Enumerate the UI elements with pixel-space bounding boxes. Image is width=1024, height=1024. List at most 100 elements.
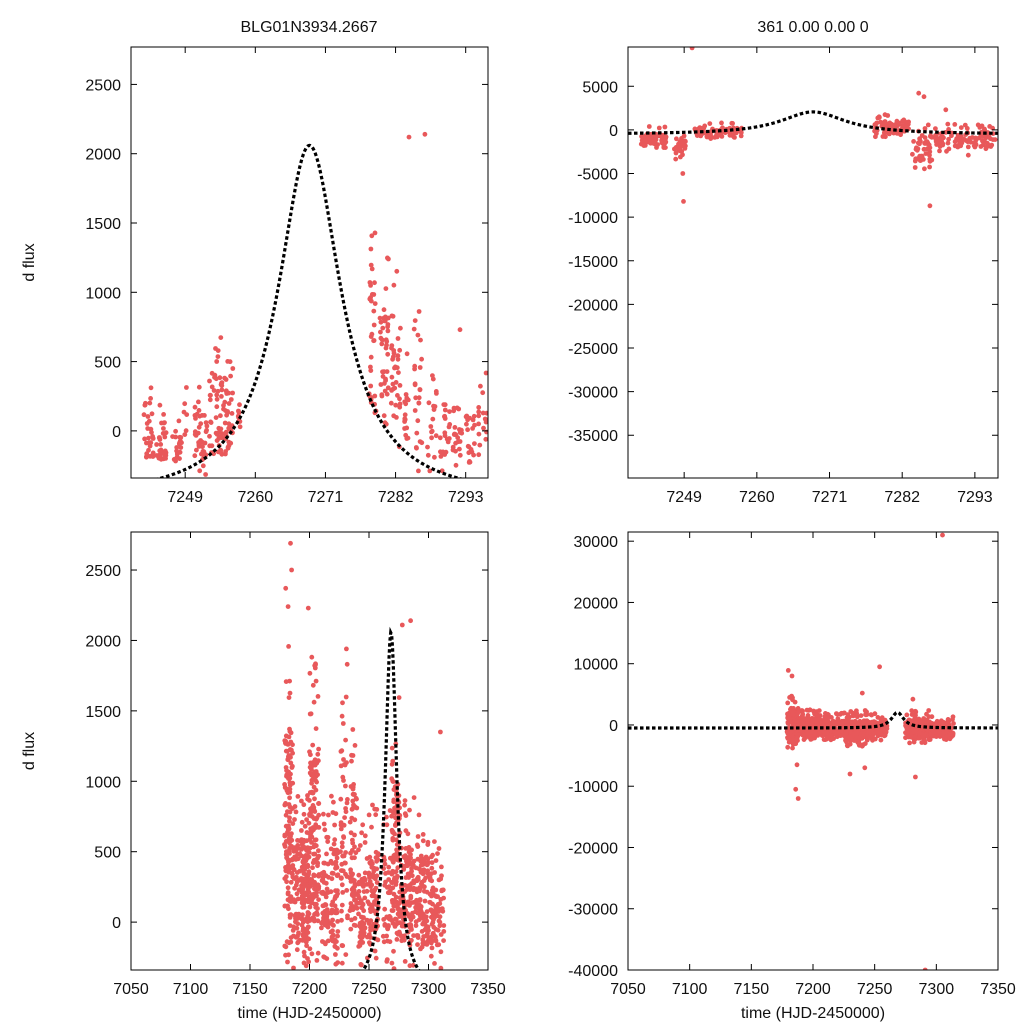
data-point xyxy=(379,341,385,347)
data-point xyxy=(453,462,459,468)
data-point xyxy=(408,893,414,899)
data-point xyxy=(283,839,289,844)
y-tick-label: 1500 xyxy=(85,704,121,721)
data-point xyxy=(424,924,430,930)
data-point xyxy=(308,900,314,906)
data-point xyxy=(662,124,668,130)
data-point xyxy=(868,735,874,741)
data-point xyxy=(288,939,294,945)
data-point xyxy=(292,854,298,860)
panel-top-right: 7249 7260 7271 7282 7293 -35000 -30000 -25000 -2… xyxy=(568,46,999,506)
data-point xyxy=(416,468,421,474)
data-point xyxy=(192,404,198,410)
data-point xyxy=(192,429,198,435)
data-point xyxy=(162,448,168,454)
data-point xyxy=(345,797,350,802)
data-point xyxy=(922,967,928,970)
data-point xyxy=(368,283,373,288)
data-point xyxy=(301,811,307,817)
data-point xyxy=(207,443,213,449)
data-point xyxy=(283,765,289,770)
data-point xyxy=(303,897,309,903)
data-point xyxy=(482,416,488,422)
data-point xyxy=(211,388,217,393)
data-point xyxy=(398,325,403,331)
data-point xyxy=(879,732,885,738)
x-tick-label: 7050 xyxy=(610,981,646,998)
data-point xyxy=(397,383,403,388)
data-point xyxy=(326,812,331,818)
data-point xyxy=(362,875,367,881)
data-point xyxy=(833,731,839,737)
data-point xyxy=(980,138,985,144)
data-point xyxy=(358,962,364,967)
data-point xyxy=(214,431,220,437)
data-point xyxy=(192,453,198,459)
data-point xyxy=(423,940,429,945)
data-point xyxy=(663,139,669,145)
data-point xyxy=(409,873,415,879)
data-point xyxy=(426,400,432,406)
data-point xyxy=(441,895,446,901)
data-point xyxy=(314,779,319,785)
data-point xyxy=(289,837,295,843)
data-point xyxy=(948,732,953,737)
data-point xyxy=(161,426,166,431)
data-point xyxy=(427,877,433,883)
data-point xyxy=(894,118,900,124)
data-point xyxy=(333,862,339,868)
data-point xyxy=(207,397,213,403)
data-point xyxy=(790,695,795,701)
data-point xyxy=(982,127,987,133)
data-point xyxy=(682,144,687,150)
data-point xyxy=(313,678,319,684)
data-point xyxy=(373,955,379,961)
data-point xyxy=(349,887,355,892)
data-point xyxy=(283,944,289,950)
data-point xyxy=(315,861,321,866)
data-point xyxy=(429,435,434,441)
data-point xyxy=(478,383,483,389)
data-point xyxy=(141,412,147,418)
data-point xyxy=(300,919,306,925)
data-point xyxy=(800,711,806,717)
data-point xyxy=(786,735,791,741)
data-point xyxy=(369,824,374,830)
data-point xyxy=(391,891,397,897)
data-point xyxy=(290,866,296,871)
data-point xyxy=(355,893,361,899)
data-point xyxy=(362,833,368,839)
data-point xyxy=(309,654,315,660)
data-point xyxy=(350,806,356,811)
data-point xyxy=(875,715,881,720)
data-point xyxy=(372,230,378,236)
data-point xyxy=(457,446,462,452)
data-point xyxy=(198,421,204,427)
data-point xyxy=(432,839,437,844)
data-point xyxy=(366,812,372,818)
data-point xyxy=(438,965,444,970)
data-point xyxy=(368,262,374,268)
data-point xyxy=(285,604,291,609)
data-point xyxy=(390,885,396,891)
data-point xyxy=(861,718,867,724)
data-point xyxy=(655,142,660,148)
data-point xyxy=(801,733,806,738)
data-point xyxy=(361,915,366,920)
data-point xyxy=(316,886,322,891)
data-point xyxy=(680,171,686,176)
data-point xyxy=(425,444,430,450)
data-point xyxy=(379,337,385,343)
data-point xyxy=(921,94,927,100)
data-point xyxy=(149,411,155,417)
data-point xyxy=(362,895,368,901)
data-point xyxy=(343,694,349,700)
data-point xyxy=(338,875,344,881)
data-point xyxy=(342,860,348,866)
data-point xyxy=(835,716,841,722)
data-point xyxy=(407,963,413,969)
data-point xyxy=(425,842,431,847)
data-point xyxy=(975,122,981,128)
x-tick-label: 7300 xyxy=(919,981,955,998)
data-point xyxy=(370,802,375,808)
